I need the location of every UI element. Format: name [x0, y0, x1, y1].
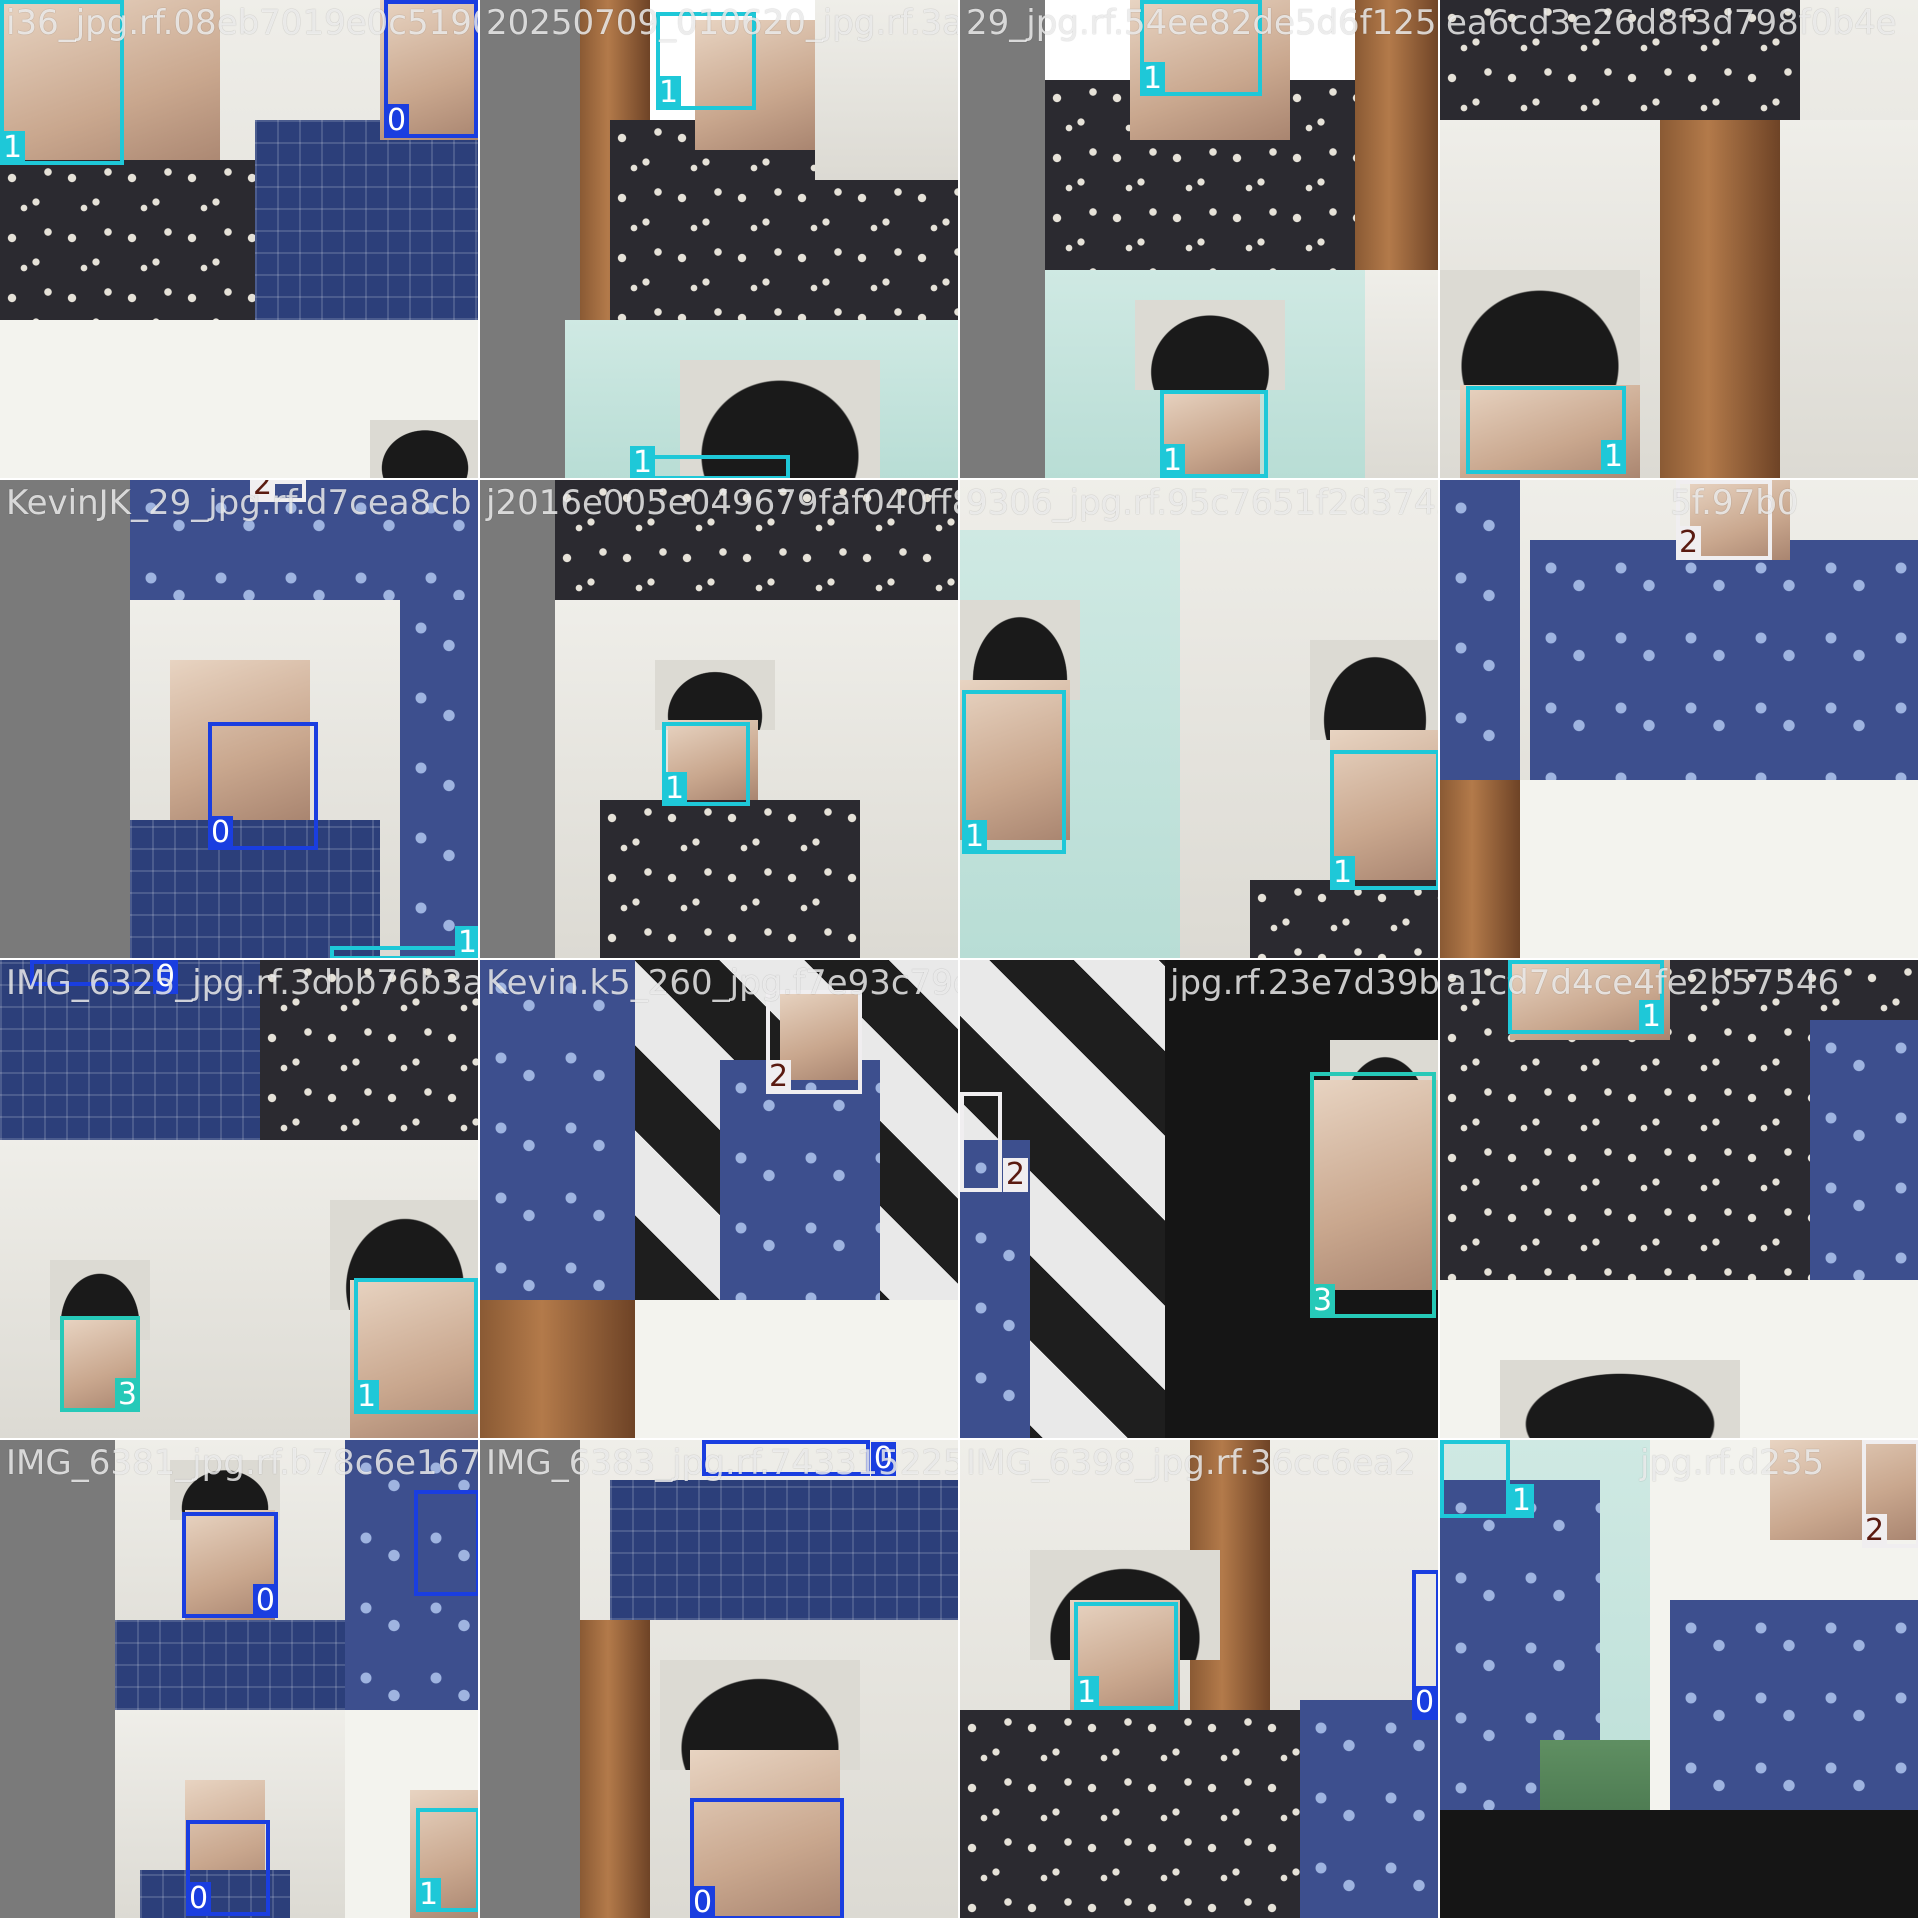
class-label: 1 [1160, 444, 1186, 478]
detection-box: 1 [1160, 390, 1268, 478]
class-label: 0 [870, 1442, 896, 1476]
class-label: 1 [1600, 440, 1626, 474]
class-label: 0 [384, 104, 410, 138]
detection-box: 0 [186, 1820, 270, 1916]
class-label: 2 [1676, 526, 1702, 560]
class-label: 1 [656, 76, 682, 110]
class-label: 0 [252, 1584, 278, 1618]
class-label: 0 [208, 816, 234, 850]
class-label: 1 [662, 772, 688, 806]
detection-box: 0 [182, 1512, 278, 1618]
class-label: 2 [766, 1060, 792, 1094]
class-label: 1 [630, 446, 656, 478]
mosaic-tile: 0 0 IMG_6383_jpg.rf.7433152250 [480, 1440, 960, 1920]
class-label: 1 [454, 926, 478, 958]
detection-box: 2 [766, 990, 862, 1094]
detection-box: 0 [384, 0, 478, 138]
class-label: 0 [690, 1886, 716, 1918]
class-label: 1 [1330, 856, 1356, 890]
detection-box: 1 [1466, 386, 1626, 474]
detection-box: 2 [1676, 480, 1772, 560]
detection-box: 0 [414, 1490, 478, 1596]
class-label: 1 [1508, 1484, 1534, 1518]
detection-box: 0 [702, 1440, 896, 1476]
detection-box: 1 [1508, 960, 1664, 1034]
detection-box: 1 [1074, 1602, 1178, 1710]
detection-box: 1 [1440, 1440, 1534, 1518]
class-label: 1 [1638, 1000, 1664, 1034]
class-label: 1 [1140, 62, 1166, 96]
class-label: 0 [152, 960, 178, 994]
detection-box: 0 [690, 1798, 844, 1918]
detection-box: 1 [354, 1278, 478, 1414]
mosaic-tile: 2 0 1 KevinJK_29_jpg.rf.d7cea8cb [0, 480, 480, 960]
mosaic-tile: 1 0 IMG_6398_jpg.rf.36cc6ea2 [960, 1440, 1440, 1920]
class-label: 3 [1310, 1284, 1336, 1318]
detection-box: 0 [30, 960, 178, 994]
detection-box: 2 [1862, 1440, 1918, 1548]
mosaic-tile: 1 2 jpg.rf.d235 [1440, 1440, 1920, 1920]
detection-box: 1 [330, 926, 478, 958]
detection-box: 0 [208, 722, 318, 850]
mosaic-tile: 1 1 20250709_010620_jpg.rf.3a269 [480, 0, 960, 480]
class-label: 1 [0, 131, 26, 165]
mosaic-tile: 1 a1cd7d4ce4fe2b57546 [1440, 960, 1920, 1440]
mosaic-tile: 2 3 jpg.rf.23e7d39b [960, 960, 1440, 1440]
class-label: 1 [354, 1380, 380, 1414]
detection-box: 1 [962, 690, 1066, 854]
detection-box: 1 [656, 12, 756, 110]
class-label: 3 [114, 1378, 140, 1412]
detection-box: 3 [1310, 1072, 1436, 1318]
mosaic-tile: 0 3 1 IMG_6325_jpg.rf.3dbb76b3a [0, 960, 480, 1440]
class-label: 2 [250, 480, 276, 502]
class-label: 0 [186, 1882, 212, 1916]
detection-box: 1 [630, 446, 790, 478]
class-label: 2 [1002, 1158, 1028, 1192]
class-label: 1 [962, 820, 988, 854]
mosaic-tile: 2 5f.97b0 [1440, 480, 1920, 960]
detection-box: 2 [250, 480, 306, 502]
mosaic-tile: 1 ea6cd3e26d8f3d798f0b4e [1440, 0, 1920, 480]
mosaic-tile: 0 0 0 1 IMG_6381_jpg.rf.b78c6e167d [0, 1440, 480, 1920]
detection-box: 1 [1330, 750, 1438, 890]
mosaic-tile: 1 j2016e005e049679faf040ff882 [480, 480, 960, 960]
detection-box: 1 [1140, 0, 1262, 96]
detection-box: 1 [416, 1808, 478, 1912]
class-label: 1 [416, 1878, 442, 1912]
detection-box: 1 [662, 722, 750, 806]
detection-box: 0 [1412, 1570, 1438, 1720]
class-label: 0 [1412, 1686, 1438, 1720]
mosaic-tile: 2 Kevin.k5_260_jpg.f7e93c79e [480, 960, 960, 1440]
detection-box: 1 [0, 0, 124, 165]
mosaic-tile: 1 0 i36_jpg.rf.08eb7019e0c5190 [0, 0, 480, 480]
mosaic-tile: 1 1 9306_jpg.rf.95c7651f2d37452a [960, 480, 1440, 960]
class-label: 1 [1074, 1676, 1100, 1710]
mosaic-tile: 1 1 29_jpg.rf.54ee82de5d6f125ae9 [960, 0, 1440, 480]
class-label: 2 [1862, 1514, 1888, 1548]
detection-box: 3 [60, 1316, 140, 1412]
detection-box: 2 [960, 1092, 1028, 1192]
